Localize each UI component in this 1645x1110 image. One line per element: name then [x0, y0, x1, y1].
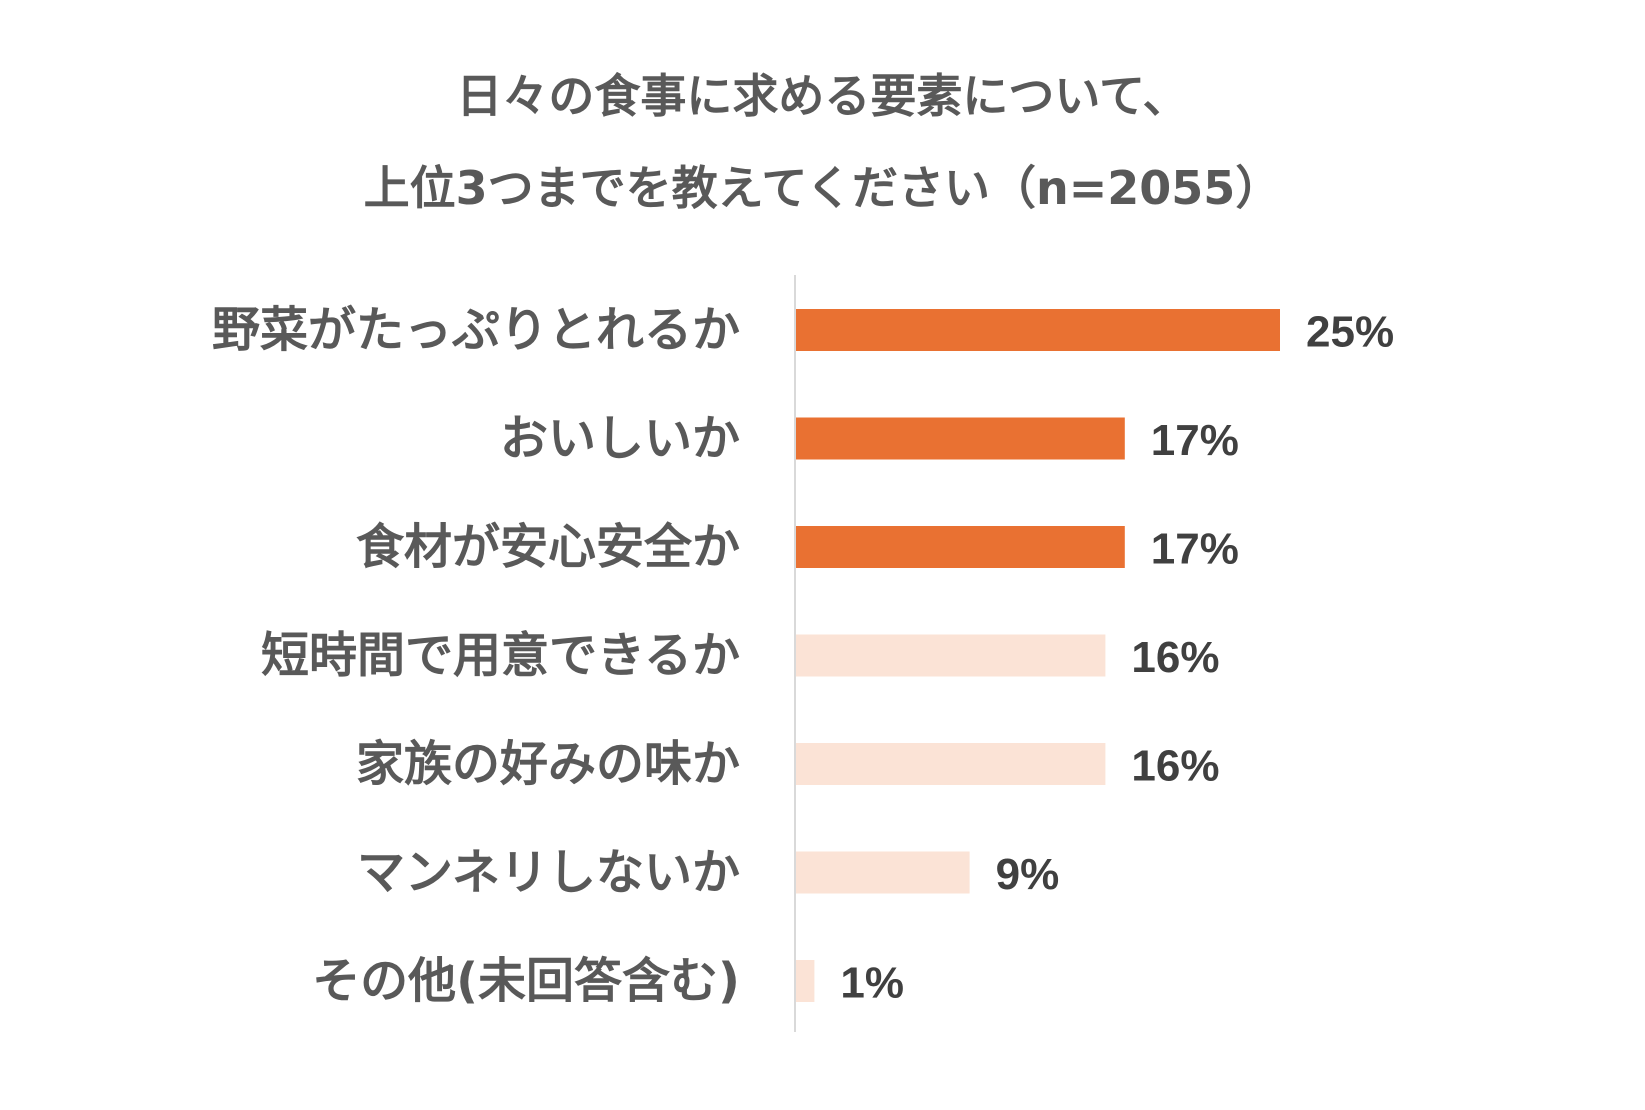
value-label-4: 16% [1131, 633, 1219, 682]
category-label-4: 短時間で用意できるか [261, 628, 740, 684]
value-label-5: 16% [1131, 742, 1219, 791]
category-label-5: 家族の好みの味か [356, 736, 740, 792]
category-label-1: 野菜がたっぷりとれるか [212, 302, 740, 358]
chart-subtitle: 上位3つまでを教えてください（n=2055） [363, 161, 1282, 215]
category-label-2: おいしいか [500, 411, 740, 467]
category-label-7: その他(未回答含む) [312, 953, 740, 1009]
bar-7 [795, 960, 815, 1002]
category-label-6: マンネリしないか [357, 845, 740, 901]
bar-6 [795, 851, 970, 894]
bars-layer: 野菜がたっぷりとれるか 25% おいしいか 17% 食材が安心安全か 17% 短時間で用意で… [212, 302, 1394, 1009]
value-label-6: 9% [996, 850, 1060, 899]
bar-1 [795, 309, 1280, 351]
chart-title: 日々の食事に求める要素について、 [456, 69, 1189, 123]
value-label-7: 1% [840, 959, 904, 1008]
bar-5 [795, 743, 1106, 785]
bar-3 [795, 526, 1125, 568]
chart-title-block: 日々の食事に求める要素について、 上位3つまでを教えてください（n=2055） [0, 50, 1645, 234]
bar-2 [795, 417, 1125, 460]
value-label-2: 17% [1151, 416, 1239, 465]
bar-4 [795, 634, 1106, 677]
value-label-1: 25% [1306, 308, 1394, 357]
category-label-3: 食材が安心安全か [356, 519, 740, 575]
value-label-3: 17% [1151, 525, 1239, 574]
